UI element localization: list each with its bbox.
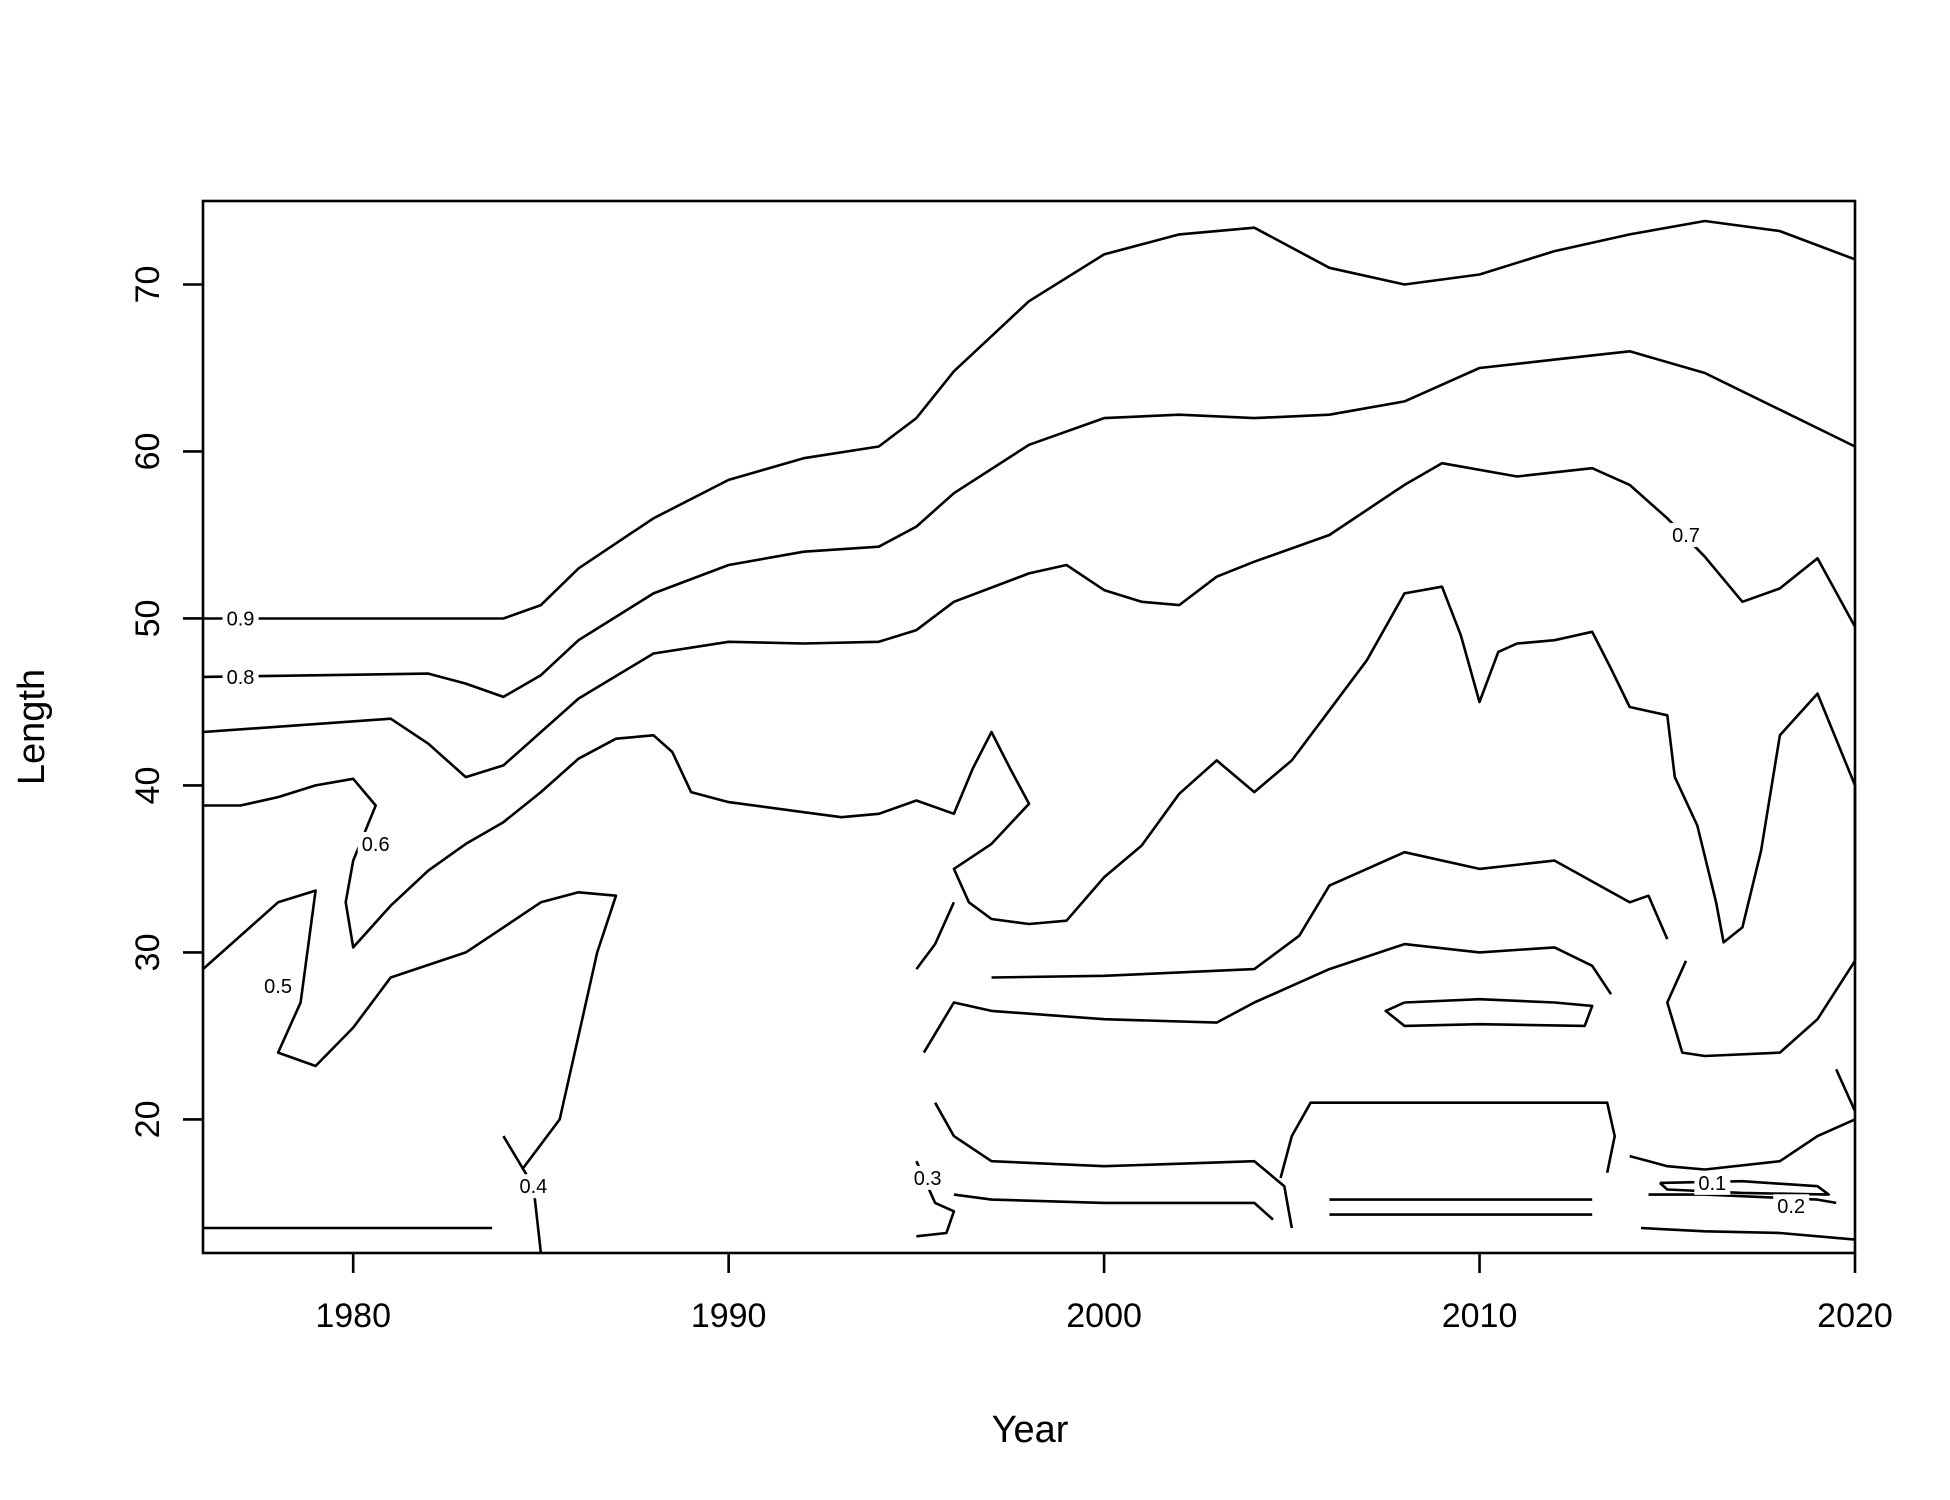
y-axis-title: Length bbox=[11, 669, 53, 785]
x-tick-label-2020: 2020 bbox=[1817, 1297, 1893, 1335]
contour-line-0-6-0 bbox=[203, 585, 1857, 961]
contour-line-0-9-0 bbox=[203, 219, 1856, 620]
y-tick-label-40: 40 bbox=[129, 767, 167, 805]
contour-label-bg-0-1 bbox=[1694, 1170, 1731, 1195]
contour-label-0-8: 0.8 bbox=[227, 667, 255, 689]
contour-line-0-5-1 bbox=[915, 901, 956, 970]
x-tick-label-2010: 2010 bbox=[1442, 1297, 1518, 1335]
contour-label-bg-0-4 bbox=[515, 1174, 552, 1199]
x-tick-label-1980: 1980 bbox=[315, 1297, 391, 1335]
contour-line-0-4-2 bbox=[1384, 997, 1594, 1028]
plot-frame bbox=[201, 199, 1857, 1255]
contour-label-bg-0-9 bbox=[222, 606, 259, 631]
x-tick-label-2000: 2000 bbox=[1066, 1297, 1142, 1335]
contour-label-0-2: 0.2 bbox=[1777, 1196, 1805, 1218]
contour-label-0-7: 0.7 bbox=[1672, 525, 1700, 547]
y-axis: 20 30 40 50 60 70 bbox=[129, 266, 203, 1138]
y-tick-label-50: 50 bbox=[129, 600, 167, 638]
contour-label-bg-0-7 bbox=[1668, 522, 1705, 547]
x-tick-label-1990: 1990 bbox=[691, 1297, 767, 1335]
contour-line-0-1-0 bbox=[1658, 1179, 1830, 1196]
contour-label-bg-0-8 bbox=[222, 664, 259, 689]
contour-line-0-6-1 bbox=[922, 942, 1613, 1054]
contour-label-bg-0-6 bbox=[357, 831, 394, 856]
contour-labels: 0.9 0.8 0.7 0.6 0.5 0.4 0.3 0.2 0.1 bbox=[222, 522, 1810, 1219]
contour-label-0-5: 0.5 bbox=[264, 976, 292, 998]
contour-label-bg-0-5 bbox=[260, 973, 297, 998]
contour-line-0-7-2 bbox=[1629, 1118, 1856, 1171]
contour-line-0-3-1 bbox=[953, 1193, 1274, 1221]
contour-lines bbox=[202, 219, 1857, 1254]
contour-label-bg-0-2 bbox=[1773, 1194, 1810, 1219]
contour-line-0-4-1 bbox=[933, 1102, 1294, 1229]
contour-label-0-9: 0.9 bbox=[227, 608, 255, 630]
y-tick-label-20: 20 bbox=[129, 1100, 167, 1138]
contour-line-0-5-4 bbox=[1835, 1068, 1857, 1112]
contour-label-0-3: 0.3 bbox=[914, 1168, 942, 1190]
y-tick-label-60: 60 bbox=[129, 433, 167, 471]
x-axis-title: Year bbox=[992, 1409, 1069, 1451]
contour-line-0-7-0 bbox=[202, 461, 1857, 779]
contour-line-0-7-1 bbox=[1279, 1101, 1616, 1179]
contour-line-0-5-0 bbox=[202, 889, 618, 1171]
contour-label-bg-0-3 bbox=[909, 1165, 946, 1190]
y-tick-label-70: 70 bbox=[129, 266, 167, 304]
contour-label-0-6: 0.6 bbox=[362, 834, 390, 856]
contour-label-0-1: 0.1 bbox=[1698, 1173, 1726, 1195]
x-axis: 1980 1990 2000 2010 2020 bbox=[315, 1253, 1893, 1335]
contour-line-0-5-3 bbox=[1666, 960, 1857, 1058]
contour-line-0-2-1 bbox=[1640, 1226, 1856, 1241]
contour-label-0-4: 0.4 bbox=[519, 1176, 547, 1198]
y-tick-label-30: 30 bbox=[129, 934, 167, 972]
contour-line-0-5-2 bbox=[991, 850, 1669, 979]
contour-line-0-8-0 bbox=[202, 349, 1856, 699]
